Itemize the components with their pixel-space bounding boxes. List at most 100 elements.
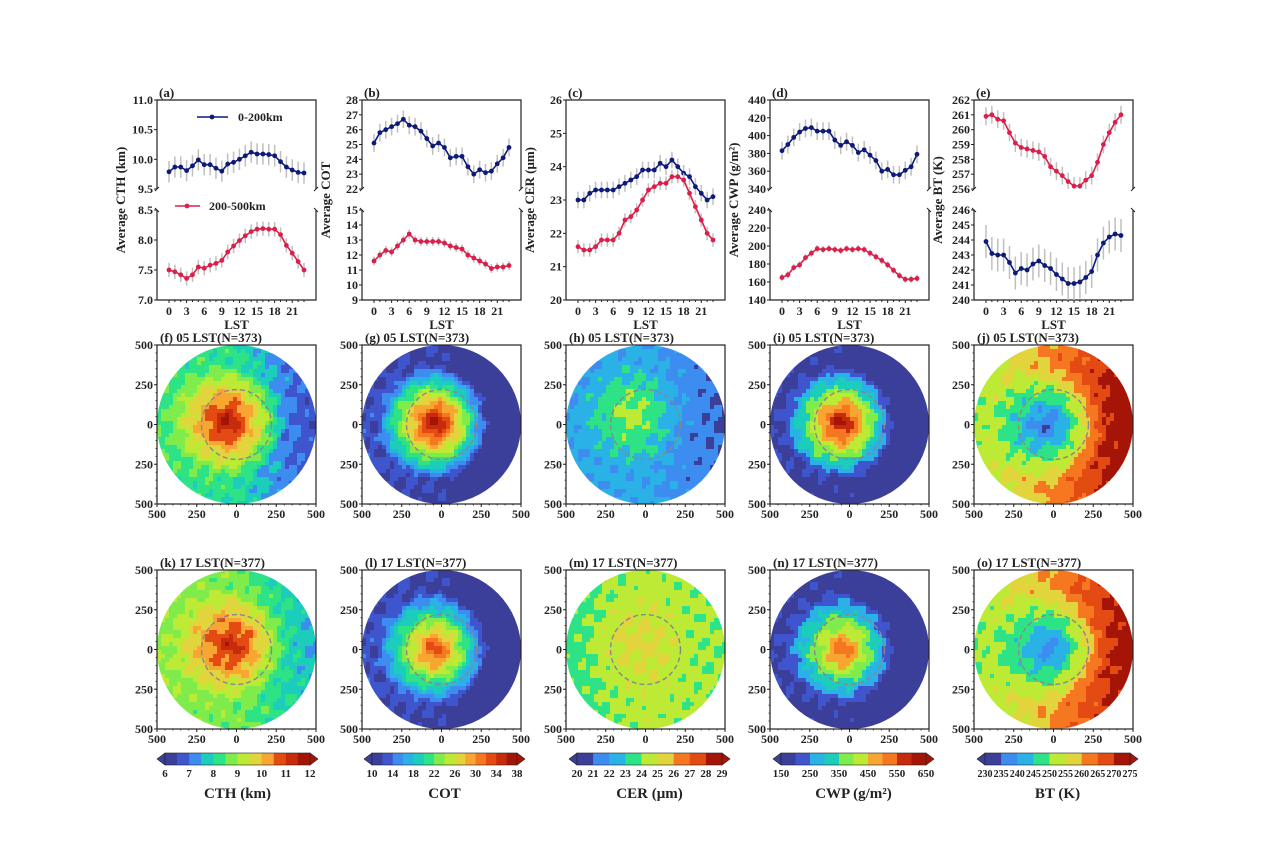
- map-y-tick-label: 0: [147, 418, 153, 432]
- colorbar-extend-low: [363, 752, 373, 766]
- series-upper-point: [1012, 140, 1018, 146]
- series-upper-point: [879, 168, 885, 174]
- series-upper-point: [395, 121, 400, 127]
- series-1-point: [651, 184, 657, 190]
- legend-marker-0: [209, 114, 215, 120]
- series-lower-point: [1024, 267, 1030, 273]
- colorbar-segment: [372, 753, 383, 765]
- line-panel-a: (a) Average CTH (km) 9.5 10.0 10.5 11.0 7.0 7.5…: [113, 85, 319, 332]
- axes-frame-lower: [156, 210, 317, 301]
- series-lower-point: [1048, 266, 1053, 271]
- y-tick-label: 13: [346, 233, 358, 247]
- colorbar-segment: [261, 753, 275, 765]
- colorbar-tick-label: 250: [1042, 769, 1057, 780]
- series-lower-point: [891, 267, 896, 273]
- colorbar-tick-label: 28: [700, 768, 712, 780]
- x-axis-label: LST: [224, 317, 249, 332]
- map-x-tick-label: 0: [439, 507, 445, 521]
- series-1-point: [663, 180, 669, 186]
- map-x-tick-label: 500: [512, 732, 530, 746]
- colorbar-segment: [297, 753, 311, 765]
- x-tick-label: 9: [219, 304, 225, 318]
- map-y-tick-label: 500: [952, 563, 970, 577]
- series-lower-point: [219, 258, 225, 263]
- series-lower-point: [873, 254, 879, 260]
- series-lower-point: [477, 258, 483, 264]
- series-lower-point: [785, 272, 791, 278]
- series-lower-point: [283, 243, 289, 248]
- colorbar-segment: [1017, 753, 1034, 765]
- colorbar-segment: [641, 753, 658, 765]
- series-1-point: [634, 207, 640, 213]
- series-lower-point: [1007, 260, 1012, 265]
- series-lower-point: [471, 255, 477, 261]
- map-x-tick-label: 250: [188, 732, 206, 746]
- colorbar-label: COT: [428, 786, 461, 802]
- colorbar-label: BT (K): [1035, 786, 1080, 802]
- series-lower-line: [781, 247, 918, 281]
- colorbar-extend-low: [772, 752, 782, 766]
- colorbar-frame: [780, 752, 927, 766]
- map-x-tick-label: 250: [801, 732, 819, 746]
- map-y-tick-label: 250: [544, 378, 562, 392]
- colorbar-label: CWP (g/m²): [815, 786, 892, 802]
- series-lower-point: [1042, 263, 1048, 268]
- series-upper-point: [278, 159, 283, 165]
- colorbar-tick-label: 650: [918, 768, 935, 780]
- map-y-tick-label: 250: [952, 378, 970, 392]
- series-0-point: [687, 174, 692, 180]
- y-axis-label: Average CER (μm): [522, 147, 537, 253]
- series-1-point: [657, 180, 663, 186]
- series-upper-point: [213, 165, 219, 171]
- series-lower-point: [1054, 272, 1059, 277]
- axes-frame-lower: [769, 210, 930, 301]
- series-upper-point: [814, 128, 820, 134]
- series-lower-point: [500, 264, 506, 270]
- series-upper-point: [400, 116, 406, 122]
- y-tick-label: 24: [550, 160, 562, 174]
- map-title: (m) 17 LST(N=377): [569, 555, 678, 570]
- series-lower-point: [1001, 252, 1007, 258]
- colorbar-tick-label: 230: [978, 769, 993, 780]
- series-lower-point: [832, 247, 838, 253]
- series-1-point: [640, 197, 645, 203]
- series-upper-point: [178, 164, 184, 170]
- y-tick-label: 240: [748, 203, 766, 217]
- colorbar-segment: [506, 753, 518, 765]
- map-title: (g) 05 LST(N=373): [365, 330, 469, 345]
- series-1-point: [669, 174, 675, 180]
- colorbar-segment: [444, 753, 456, 765]
- map-title: (i) 05 LST(N=373): [773, 330, 874, 345]
- series-upper-point: [190, 163, 195, 169]
- map-x-tick-label: 500: [1124, 732, 1142, 746]
- y-tick-label: 380: [748, 146, 766, 160]
- map-y-tick-label: 500: [544, 722, 562, 736]
- series-upper-point: [832, 137, 838, 143]
- x-tick-label: 18: [678, 304, 690, 318]
- map-y-tick-label: 0: [556, 418, 562, 432]
- map-x-tick-label: 500: [965, 507, 983, 521]
- colorbar-segment: [213, 753, 226, 765]
- colorbar-segment: [882, 753, 898, 765]
- series-lower-point: [779, 275, 785, 280]
- colorbar-segment: [465, 753, 476, 765]
- colorbar-tick-label: 22: [429, 768, 441, 780]
- series-upper-line: [781, 126, 918, 176]
- x-tick-label: 9: [628, 304, 634, 318]
- y-tick-label: 440: [748, 93, 766, 107]
- panel-label: (d): [772, 85, 788, 100]
- colorbar-tick-label: 260: [1074, 769, 1089, 780]
- y-tick-label: 240: [952, 293, 970, 307]
- series-lower-point: [867, 250, 873, 256]
- series-upper-point: [266, 152, 272, 157]
- colorbar-segment: [434, 753, 445, 765]
- colorbar-segment: [824, 753, 840, 765]
- map-panel-n: (n) 17 LST(N=377)50050025025000250250500…: [748, 555, 938, 746]
- y-tick-label: 220: [748, 221, 766, 235]
- series-lower-point: [371, 258, 377, 264]
- y-axis-label: Average CTH (km): [113, 147, 128, 254]
- series-upper-point: [506, 145, 512, 150]
- series-lower-point: [814, 246, 820, 252]
- series-lower-point: [207, 262, 213, 268]
